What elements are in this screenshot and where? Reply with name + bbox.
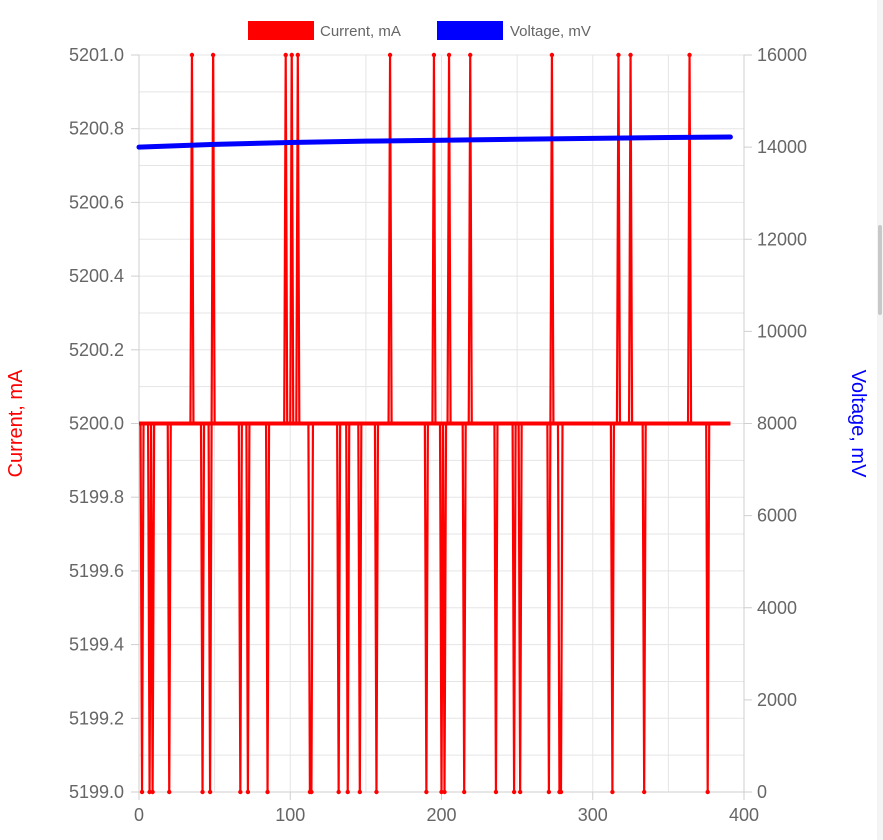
x-tick-label: 100 bbox=[275, 805, 305, 825]
x-tick-label: 200 bbox=[426, 805, 456, 825]
right-axis-title: Voltage, mV bbox=[847, 370, 869, 479]
axes: 5201.0 5200.8 5200.6 5200.4 5200.2 5200.0 5199… bbox=[5, 45, 869, 825]
left-axis-title: Current, mA bbox=[5, 369, 27, 477]
voltage-point bbox=[288, 140, 293, 145]
current-point bbox=[345, 789, 350, 795]
right-tick-label: 6000 bbox=[757, 506, 797, 526]
legend-label: Voltage, mV bbox=[510, 23, 591, 40]
left-tick-label: 5200.8 bbox=[69, 119, 124, 139]
current-point bbox=[357, 789, 363, 795]
current-point bbox=[283, 52, 288, 58]
current-point bbox=[610, 789, 615, 795]
current-point bbox=[245, 789, 251, 795]
right-tick-label: 2000 bbox=[757, 690, 797, 710]
current-point bbox=[493, 789, 499, 795]
current-point bbox=[468, 52, 473, 58]
legend-label: Current, mA bbox=[320, 23, 401, 40]
legend-item-voltage[interactable]: Voltage, mV bbox=[437, 21, 591, 40]
current-point bbox=[139, 789, 145, 795]
current-point bbox=[446, 52, 452, 58]
x-tick-label: 400 bbox=[729, 805, 759, 825]
current-point bbox=[295, 52, 301, 58]
current-point bbox=[147, 789, 152, 795]
x-tick-label: 0 bbox=[134, 805, 144, 825]
voltage-point bbox=[137, 145, 141, 150]
current-point bbox=[265, 789, 270, 795]
voltage-point bbox=[590, 136, 595, 141]
current-point bbox=[616, 52, 621, 58]
current-point bbox=[687, 52, 692, 58]
current-point bbox=[546, 789, 552, 795]
voltage-point bbox=[666, 135, 671, 140]
current-point bbox=[431, 52, 437, 58]
series-layer bbox=[136, 52, 733, 795]
voltage-point bbox=[728, 134, 733, 139]
current-point bbox=[336, 789, 341, 795]
left-tick-label: 5200.4 bbox=[69, 266, 124, 286]
current-point bbox=[705, 789, 710, 795]
left-tick-label: 5200.6 bbox=[69, 192, 124, 212]
current-point bbox=[461, 789, 467, 795]
current-point bbox=[210, 52, 216, 58]
current-point bbox=[200, 789, 205, 795]
current-point bbox=[424, 789, 429, 795]
right-tick-label: 14000 bbox=[757, 137, 807, 157]
current-point bbox=[511, 789, 517, 795]
voltage-point bbox=[439, 138, 444, 143]
right-tick-label: 4000 bbox=[757, 598, 797, 618]
current-point bbox=[207, 789, 213, 795]
vertical-scrollbar[interactable] bbox=[877, 0, 883, 840]
current-point bbox=[442, 789, 447, 795]
left-tick-label: 5201.0 bbox=[69, 45, 124, 65]
current-point bbox=[387, 52, 393, 58]
voltage-point bbox=[363, 139, 368, 144]
current-point bbox=[558, 789, 564, 795]
x-tick-label: 300 bbox=[578, 805, 608, 825]
voltage-point bbox=[212, 142, 217, 147]
current-point bbox=[289, 52, 294, 58]
current-point bbox=[150, 789, 155, 795]
right-tick-label: 0 bbox=[757, 782, 767, 802]
current-point bbox=[439, 789, 444, 795]
current-point bbox=[641, 789, 647, 795]
voltage-point bbox=[515, 137, 520, 142]
right-tick-label: 8000 bbox=[757, 414, 797, 434]
current-point bbox=[238, 789, 243, 795]
scrollbar-thumb[interactable] bbox=[878, 225, 882, 315]
current-point bbox=[517, 789, 523, 795]
legend-item-current[interactable]: Current, mA bbox=[248, 21, 401, 40]
current-point bbox=[309, 789, 314, 795]
legend[interactable]: Current, mA Voltage, mV bbox=[248, 21, 591, 40]
left-tick-label: 5199.6 bbox=[69, 561, 124, 581]
right-tick-label: 12000 bbox=[757, 229, 807, 249]
left-tick-label: 5199.0 bbox=[69, 782, 124, 802]
right-tick-label: 16000 bbox=[757, 45, 807, 65]
left-tick-label: 5200.0 bbox=[69, 414, 124, 434]
current-point bbox=[549, 52, 555, 58]
left-tick-label: 5199.8 bbox=[69, 487, 124, 507]
left-tick-label: 5199.2 bbox=[69, 708, 124, 728]
current-point bbox=[167, 789, 172, 795]
left-tick-label: 5200.2 bbox=[69, 340, 124, 360]
current-point bbox=[189, 52, 195, 58]
right-tick-label: 10000 bbox=[757, 321, 807, 341]
legend-swatch bbox=[437, 21, 503, 40]
current-point bbox=[628, 52, 633, 58]
legend-swatch bbox=[248, 21, 314, 40]
left-tick-label: 5199.4 bbox=[69, 635, 124, 655]
current-point bbox=[374, 789, 379, 795]
